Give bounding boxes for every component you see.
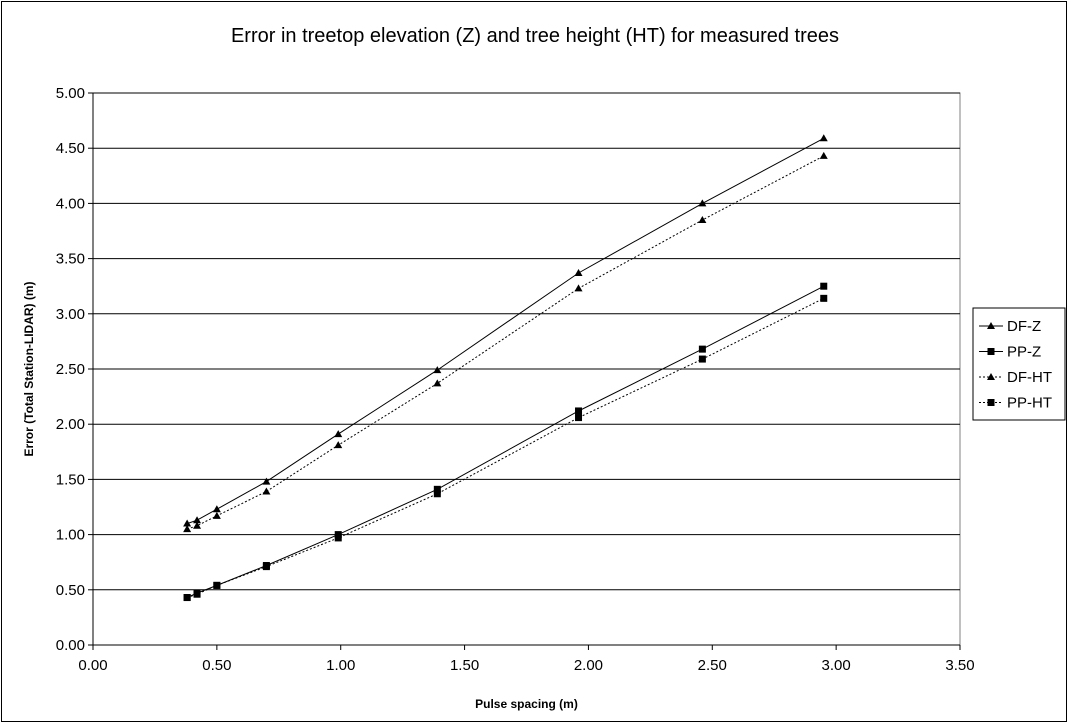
y-tick-label: 3.50 bbox=[56, 251, 85, 268]
data-point-pp-ht bbox=[213, 581, 221, 589]
data-point-df-ht bbox=[433, 379, 442, 387]
data-point-df-z bbox=[698, 199, 707, 207]
legend-marker-df-z bbox=[987, 322, 995, 329]
data-point-pp-ht bbox=[334, 534, 342, 542]
data-point-df-z bbox=[212, 505, 221, 513]
y-tick-label: 1.00 bbox=[56, 527, 85, 544]
x-tick-label: 1.00 bbox=[326, 657, 355, 674]
x-tick-label: 2.00 bbox=[574, 657, 603, 674]
data-point-df-z bbox=[819, 134, 828, 142]
data-point-pp-z bbox=[820, 282, 828, 290]
data-point-df-ht bbox=[819, 151, 828, 159]
data-point-pp-ht bbox=[575, 414, 583, 422]
data-point-df-z bbox=[262, 477, 271, 485]
data-point-df-z bbox=[334, 430, 343, 438]
data-point-df-z bbox=[183, 519, 192, 527]
x-tick-label: 1.50 bbox=[450, 657, 479, 674]
y-tick-label: 4.00 bbox=[56, 195, 85, 212]
data-point-df-ht bbox=[334, 441, 343, 449]
data-point-pp-ht bbox=[433, 490, 441, 498]
y-tick-label: 0.50 bbox=[56, 582, 85, 599]
legend-label-df-z: DF-Z bbox=[1007, 318, 1041, 335]
data-point-df-ht bbox=[183, 525, 192, 533]
chart-title: Error in treetop elevation (Z) and tree … bbox=[230, 25, 840, 47]
data-point-pp-z bbox=[433, 485, 441, 493]
series-line-pp-ht bbox=[186, 297, 825, 598]
legend-label-pp-z: PP-Z bbox=[1007, 344, 1041, 361]
y-axis-title: Error (Total Station-LIDAR) (m) bbox=[22, 281, 36, 456]
x-tick-label: 2.50 bbox=[698, 657, 727, 674]
y-tick-label: 3.00 bbox=[56, 306, 85, 323]
y-tick-label: 5.00 bbox=[56, 85, 85, 102]
x-tick-label: 0.50 bbox=[202, 657, 231, 674]
x-tick-label: 0.00 bbox=[78, 657, 107, 674]
data-point-df-z bbox=[574, 268, 583, 276]
legend-marker-df-ht bbox=[987, 373, 995, 380]
x-axis-title: Pulse spacing (m) bbox=[475, 697, 578, 711]
data-point-df-ht bbox=[698, 215, 707, 223]
y-tick-label: 4.50 bbox=[56, 140, 85, 157]
data-point-df-z bbox=[193, 516, 202, 524]
data-point-df-z bbox=[433, 366, 442, 374]
data-point-df-ht bbox=[574, 284, 583, 292]
legend-label-pp-ht: PP-HT bbox=[1007, 395, 1052, 412]
data-point-df-ht bbox=[193, 521, 202, 529]
data-point-pp-z bbox=[698, 345, 706, 353]
y-tick-label: 2.50 bbox=[56, 361, 85, 378]
x-tick-label: 3.00 bbox=[822, 657, 851, 674]
y-tick-label: 1.50 bbox=[56, 471, 85, 488]
data-point-df-ht bbox=[262, 487, 271, 495]
data-point-pp-ht bbox=[193, 590, 201, 598]
data-point-pp-ht bbox=[820, 294, 828, 302]
data-point-pp-ht bbox=[698, 355, 706, 363]
y-tick-label: 2.00 bbox=[56, 416, 85, 433]
legend-marker-pp-z bbox=[987, 348, 995, 355]
data-point-df-ht bbox=[212, 511, 221, 519]
y-tick-label: 0.00 bbox=[56, 637, 85, 654]
data-point-pp-ht bbox=[183, 594, 191, 602]
x-tick-label: 3.50 bbox=[945, 657, 974, 674]
legend-marker-pp-ht bbox=[987, 399, 995, 406]
legend-label-df-ht: DF-HT bbox=[1007, 369, 1052, 386]
data-point-pp-ht bbox=[262, 563, 270, 571]
data-point-pp-z bbox=[575, 407, 583, 415]
